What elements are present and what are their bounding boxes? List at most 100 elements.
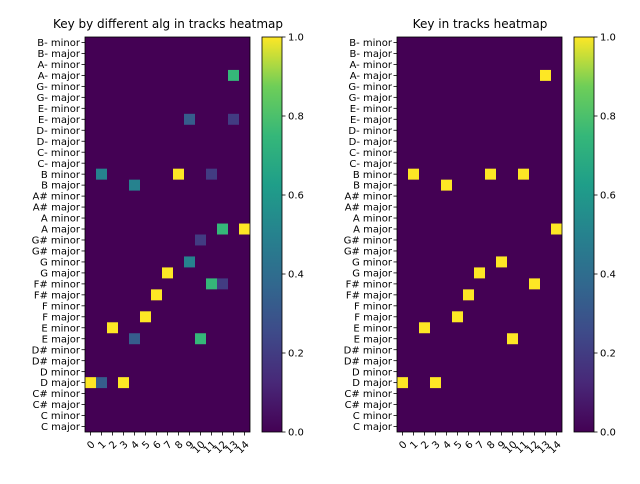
y-tick-label: A# minor [33,192,81,203]
y-tick-label: B- major [349,49,392,60]
x-tick-label: 1 [408,439,420,451]
y-tick-label: A- major [38,71,81,82]
heatmap-cell [162,267,173,279]
colorbar-tick-label: 0.8 [600,112,616,123]
heatmap-cell [485,168,496,180]
y-tick-label: B minor [353,170,393,181]
y-tick-label: B- major [37,49,80,60]
x-tick-label: 5 [140,439,152,451]
y-tick-label: A- major [350,71,393,82]
x-tick-label: 6 [151,439,163,451]
y-tick-label: G# minor [32,236,81,247]
heatmap-cell [173,168,184,180]
colorbar-tick-label: 0.6 [600,191,616,202]
colorbar-ticks: 0.0 0.2 0.4 0.6 0.8 1.0 [594,33,616,439]
heatmap-cell [474,267,485,279]
heatmap-cell [430,377,441,389]
heatmap-cell [228,113,239,125]
colorbar-tick-label: 1.0 [600,33,616,44]
colorbar-gradient [261,36,283,433]
y-tick-label: E- minor [38,104,81,115]
y-tick-label: C major [353,422,393,433]
y-tick-label: F minor [354,301,393,312]
heatmap-cell [184,113,195,125]
y-tick-label: A# major [345,203,393,214]
y-tick-label: B- minor [349,38,393,49]
y-tick-label: E- major [350,115,393,126]
y-tick-label: D major [40,378,81,389]
heatmap-cell [507,333,518,345]
y-tick-label: E- major [38,115,81,126]
heatmap-cell [184,256,195,268]
x-tick-label: 5 [452,439,464,451]
y-tick-label: A minor [41,214,81,225]
x-tick-label: 2 [107,439,119,451]
y-tick-label: G- major [349,93,393,104]
heatmap-cell [96,377,107,389]
heatmap-cells [397,69,562,389]
y-tick-label: C# major [33,400,81,411]
colorbar-ticks: 0.0 0.2 0.4 0.6 0.8 1.0 [282,33,304,439]
y-tick-label: F minor [42,301,81,312]
y-tick-label: C minor [41,411,81,422]
y-tick-label: G- major [37,93,81,104]
heatmap-cell [518,168,529,180]
y-tick-label: G- minor [348,82,393,93]
y-tick-label: B major [353,181,393,192]
y-tick-label: C- minor [349,148,393,159]
x-tick-label: 7 [162,439,174,451]
x-tick-label: 2 [419,439,431,451]
heatmap-cell [228,69,239,81]
y-tick-label: G- minor [36,82,81,93]
colorbar-tick-label: 0.4 [288,270,304,281]
y-tick-label: F# minor [346,279,393,290]
heatmap-cell [397,377,408,389]
y-tick-label: E major [354,334,393,345]
heatmap-cell [419,322,430,334]
y-tick-label: G minor [352,258,393,269]
heatmap-cell [441,179,452,191]
heatmap-cells [85,69,250,389]
chart-title: Key in tracks heatmap [413,17,548,31]
heatmap-cell [118,377,129,389]
heatmap-cell [408,168,419,180]
colorbar-gradient [573,36,595,433]
y-tick-label: F# minor [34,279,81,290]
heatmap-cell [239,223,250,235]
heatmap-cell [217,223,228,235]
x-tick-label: 1 [96,439,108,451]
x-tick-label: 14 [235,439,252,456]
colorbar-tick-label: 0.0 [600,428,616,439]
y-tick-label: D# minor [344,345,393,356]
y-tick-label: A# major [33,203,81,214]
colorbar-tick-label: 0.8 [288,112,304,123]
y-tick-label: C- major [37,159,81,170]
y-tick-label: A major [353,225,393,236]
heatmap-cell [107,322,118,334]
y-tick-label: C- major [349,159,393,170]
y-tick-label: F major [354,312,393,323]
x-tick-label: 7 [474,439,486,451]
x-tick-label: 0 [85,439,97,451]
heatmap-cell [206,278,217,290]
y-tick-label: G major [352,269,393,280]
x-tick-label: 3 [430,439,442,451]
y-tick-label: A- minor [38,60,81,71]
x-tick-label: 8 [173,439,185,451]
y-tick-label: D- minor [36,126,80,137]
y-tick-label: G# minor [344,236,393,247]
y-tick-label: C# minor [344,389,393,400]
y-tick-label: D- major [349,137,393,148]
y-tick-label: F# major [346,290,393,301]
y-tick-label: D minor [40,367,81,378]
y-tick-label: E minor [353,323,392,334]
y-tick-label: F major [42,312,81,323]
heatmap-cell [463,289,474,301]
heatmap-cell [452,311,463,323]
heatmap-cell [195,234,206,246]
